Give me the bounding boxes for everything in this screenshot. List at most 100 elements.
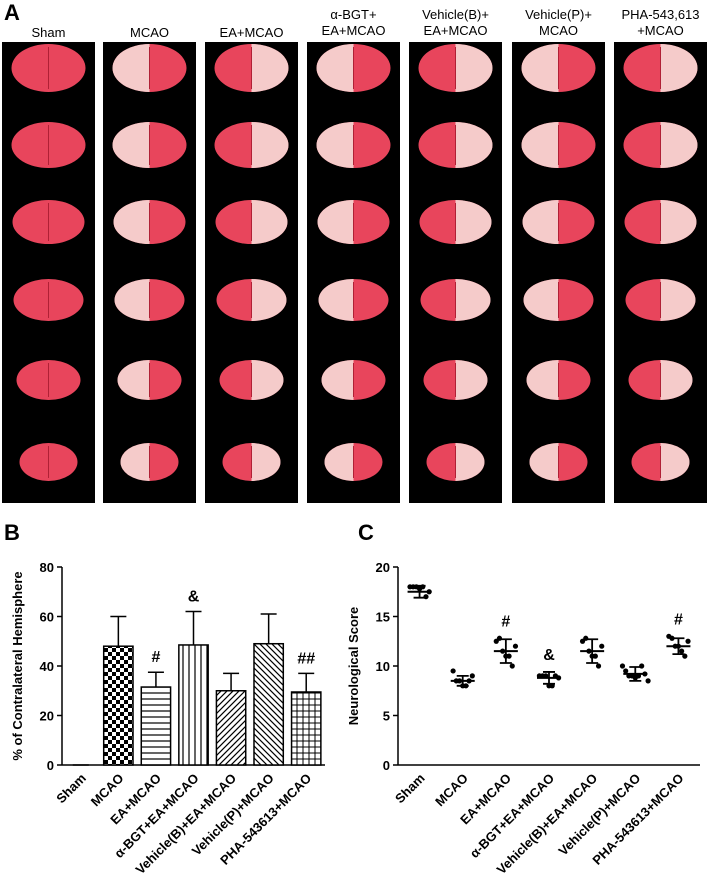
infarct — [251, 200, 288, 244]
y-tick-label: 0 — [383, 758, 390, 773]
infarct — [660, 360, 693, 400]
x-tick-label: MCAO — [432, 771, 471, 810]
infarct — [455, 360, 488, 400]
error-bar — [260, 613, 277, 644]
data-point — [669, 635, 675, 641]
infarct — [112, 44, 150, 92]
infarct — [521, 122, 559, 168]
column-label: EA+MCAO — [322, 23, 386, 38]
infarct — [112, 122, 150, 168]
column-label: EA+MCAO — [424, 23, 488, 38]
data-point — [509, 663, 515, 669]
bar — [178, 644, 209, 766]
significance-marker: ## — [297, 650, 315, 667]
infarct — [660, 44, 698, 92]
significance-marker: # — [501, 613, 510, 630]
data-point — [645, 678, 651, 684]
infarct — [660, 122, 698, 168]
infarct — [120, 443, 150, 481]
infarct — [455, 122, 493, 168]
bar — [215, 690, 247, 766]
infarct — [321, 360, 354, 400]
data-point — [685, 638, 691, 644]
infarct — [455, 279, 491, 321]
data-point — [679, 648, 685, 654]
infarct — [251, 122, 289, 168]
significance-marker: & — [543, 647, 555, 664]
column-label: Vehicle(B)+ — [422, 7, 489, 22]
x-tick-label: Sham — [53, 771, 89, 807]
y-tick-label: 60 — [40, 610, 54, 625]
photo-column — [205, 42, 298, 503]
column-label: Vehicle(P)+ — [525, 7, 592, 22]
significance-marker: # — [674, 611, 683, 628]
error-bar — [543, 671, 555, 685]
column-label: PHA-543,613 — [621, 7, 699, 22]
data-point — [623, 668, 629, 674]
photo-column — [512, 42, 605, 503]
column-label: α-BGT+ — [330, 7, 376, 22]
error-bar — [147, 671, 164, 688]
significance-marker: & — [188, 589, 200, 606]
infarct — [526, 360, 559, 400]
significance-marker: # — [151, 649, 160, 666]
infarct — [317, 200, 354, 244]
error-bar — [413, 584, 426, 599]
data-point — [595, 663, 602, 669]
infarct — [660, 279, 696, 321]
photo-column — [103, 42, 196, 503]
infarct — [521, 44, 559, 92]
panel-label: B — [4, 520, 20, 545]
y-axis-label: Neurological Score — [346, 607, 361, 725]
y-tick-label: 15 — [376, 610, 390, 625]
y-tick-label: 40 — [40, 659, 54, 674]
data-point — [506, 653, 512, 659]
data-point — [599, 643, 605, 649]
infarct — [523, 279, 559, 321]
data-point — [512, 643, 519, 649]
error-bar — [586, 638, 599, 664]
infarct — [117, 360, 150, 400]
error-bar — [110, 615, 127, 647]
infarct — [251, 360, 284, 400]
x-tick-label: Sham — [392, 771, 428, 807]
error-bar — [456, 675, 469, 687]
y-tick-label: 20 — [40, 709, 54, 724]
infarct — [455, 443, 485, 481]
infarct — [316, 44, 354, 92]
x-tick-label: Vehicle(P)+MCAO — [555, 771, 643, 859]
column-label: +MCAO — [637, 23, 684, 38]
infarct — [113, 200, 150, 244]
bar — [290, 691, 322, 766]
data-point — [592, 653, 598, 659]
column-label: EA+MCAO — [220, 25, 284, 40]
bar — [102, 645, 134, 766]
infarct — [251, 44, 289, 92]
infarct — [455, 44, 493, 92]
photo-column — [409, 42, 502, 503]
infarct — [455, 200, 492, 244]
infarct — [316, 122, 354, 168]
y-axis-label: % of Contralateral Hemisphere — [10, 571, 25, 760]
infarct — [660, 443, 690, 481]
error-bar — [298, 672, 315, 692]
infarct — [529, 443, 559, 481]
panel-label: C — [358, 520, 374, 545]
photo-column — [614, 42, 707, 503]
panel-label: A — [4, 0, 20, 25]
error-bar — [185, 610, 202, 645]
data-point — [469, 673, 475, 679]
infarct — [251, 443, 281, 481]
y-tick-label: 80 — [40, 560, 54, 575]
infarct — [660, 200, 697, 244]
bar — [140, 686, 172, 766]
infarct — [114, 279, 150, 321]
infarct — [318, 279, 354, 321]
column-label: Sham — [32, 25, 66, 40]
infarct — [251, 279, 287, 321]
error-bar — [672, 637, 685, 656]
error-bar — [223, 672, 240, 691]
infarct — [324, 443, 354, 481]
y-tick-label: 10 — [376, 659, 390, 674]
